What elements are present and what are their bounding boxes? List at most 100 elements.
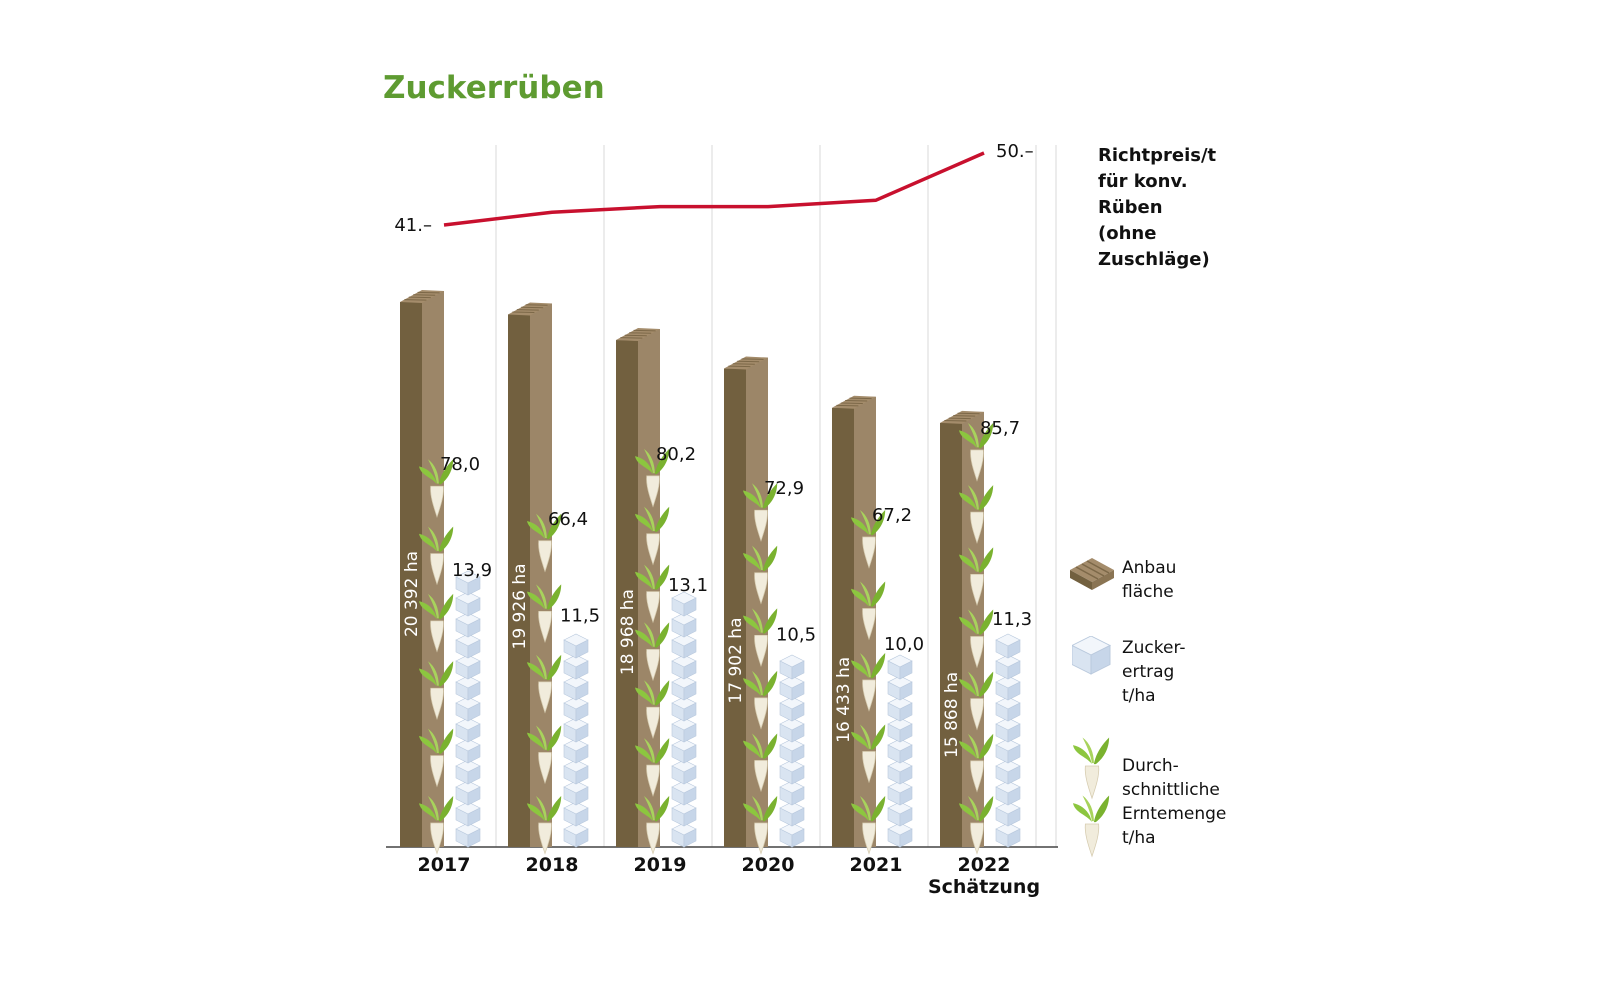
area-bar-grain — [633, 329, 656, 332]
area-bar-grain — [953, 415, 976, 417]
area-bar-grain — [849, 397, 872, 400]
sugar-cube-mark — [995, 780, 1021, 806]
sugar-cube-mark — [995, 801, 1021, 827]
sugar-cube-mark — [671, 654, 697, 680]
area-bar-grain — [836, 404, 859, 407]
legend-label-erntemenge: Durch- schnittliche Erntemenge t/ha — [1122, 756, 1227, 848]
area-bar-grain — [408, 296, 431, 299]
sugar-cube-mark — [779, 654, 805, 680]
area-bar-grain — [624, 334, 647, 337]
area-bar-grain — [404, 299, 427, 301]
harvest-value-label: 80,2 — [656, 444, 696, 465]
sugar-cube-mark — [779, 696, 805, 722]
sugar-cube-mark — [455, 612, 481, 638]
sugar-cube-mark — [671, 675, 697, 701]
price-series-label: Richtpreis/t für konv. Rüben (ohne Zusch… — [1098, 145, 1217, 270]
sugar-cube-mark — [671, 822, 697, 848]
sugar-cube-mark — [779, 780, 805, 806]
sugar-cube-mark — [995, 633, 1021, 659]
sugar-cube-mark — [779, 675, 805, 701]
area-bar-grain — [525, 304, 548, 306]
sugar-cube-mark — [779, 738, 805, 764]
area-bar-grain — [516, 309, 539, 311]
sugar-value-label: 11,3 — [992, 609, 1032, 630]
area-bar-side — [530, 303, 552, 847]
harvest-value-label: 85,7 — [980, 418, 1020, 439]
area-bar-front — [508, 314, 530, 847]
sugar-cube-column — [779, 654, 805, 848]
sugar-cube-mark — [563, 822, 589, 848]
sugar-cube-mark — [563, 738, 589, 764]
sugar-cube-mark — [671, 633, 697, 659]
area-value-label: 20 392 ha — [402, 551, 422, 637]
sugar-cube-mark — [671, 780, 697, 806]
area-bar-grain — [629, 332, 652, 334]
harvest-value-label: 67,2 — [872, 505, 912, 526]
sugar-cube-mark — [779, 759, 805, 785]
sugar-cube-mark — [563, 801, 589, 827]
x-tick-label: 2020 — [742, 854, 795, 876]
area-bar-grain — [944, 419, 967, 422]
sugar-value-label: 10,0 — [884, 634, 924, 655]
sugar-cube-mark — [671, 801, 697, 827]
area-bar-grain — [521, 306, 544, 309]
sugar-cube-mark — [455, 822, 481, 848]
sugar-cube-column — [563, 633, 589, 848]
area-value-label: 17 902 ha — [726, 618, 746, 704]
sugar-cube-mark — [563, 759, 589, 785]
sugar-cube-mark — [887, 654, 913, 680]
sugar-cube-mark — [671, 759, 697, 785]
sugar-cube-mark — [455, 633, 481, 659]
sugar-cube-mark — [779, 717, 805, 743]
sugar-cube-mark — [887, 717, 913, 743]
sugar-value-label: 13,9 — [452, 560, 492, 581]
area-bar-grain — [732, 363, 755, 365]
sugar-cube-mark — [455, 780, 481, 806]
sugar-cube-mark — [671, 738, 697, 764]
sugar-cube-mark — [887, 696, 913, 722]
sugar-cube-mark — [779, 801, 805, 827]
wood-post-icon — [1070, 558, 1114, 590]
sugar-cube-column — [455, 570, 481, 848]
sugar-cube-mark — [455, 738, 481, 764]
harvest-value-label: 78,0 — [440, 454, 480, 475]
area-bar-grain — [413, 294, 436, 296]
sugar-cube-mark — [455, 696, 481, 722]
chart-title: Zuckerrüben — [383, 70, 605, 106]
sugar-cube-mark — [563, 675, 589, 701]
sugar-cube-mark — [563, 696, 589, 722]
x-tick-label: 2018 — [526, 854, 579, 876]
sugar-cube-mark — [995, 717, 1021, 743]
area-bar-grain — [845, 400, 868, 402]
area-bar-grain — [737, 360, 760, 363]
sugar-cube-mark — [995, 738, 1021, 764]
sugar-cube-icon — [1072, 636, 1111, 675]
area-bar-front — [832, 407, 854, 847]
x-tick-label: 2021 — [850, 854, 903, 876]
area-bar-front — [400, 302, 422, 847]
x-tick-label: 2019 — [634, 854, 687, 876]
area-value-label: 16 433 ha — [834, 657, 854, 743]
area-bar-front — [616, 340, 638, 847]
sugar-cube-mark — [671, 612, 697, 638]
sugar-cube-mark — [995, 696, 1021, 722]
sugar-cube-mark — [563, 717, 589, 743]
sugar-cube-mark — [455, 654, 481, 680]
area-value-label: 19 926 ha — [510, 563, 530, 649]
sugar-cube-mark — [995, 822, 1021, 848]
x-tick-label: 2017 — [418, 854, 471, 876]
sugar-value-label: 11,5 — [560, 605, 600, 626]
area-bar — [508, 292, 552, 847]
area-value-label: 18 968 ha — [618, 589, 638, 675]
sugar-cube-mark — [995, 675, 1021, 701]
legend-label-anbauflaeche: Anbau fläche — [1122, 558, 1177, 602]
x-tick-label: Schätzung — [928, 876, 1040, 898]
price-value-label: 41.– — [394, 215, 432, 236]
area-bar-front — [724, 368, 746, 847]
harvest-value-label: 72,9 — [764, 478, 804, 499]
sugar-cube-column — [995, 633, 1021, 848]
area-bar-grain — [620, 337, 643, 339]
sugar-cube-mark — [563, 780, 589, 806]
area-bar-front — [940, 422, 962, 847]
